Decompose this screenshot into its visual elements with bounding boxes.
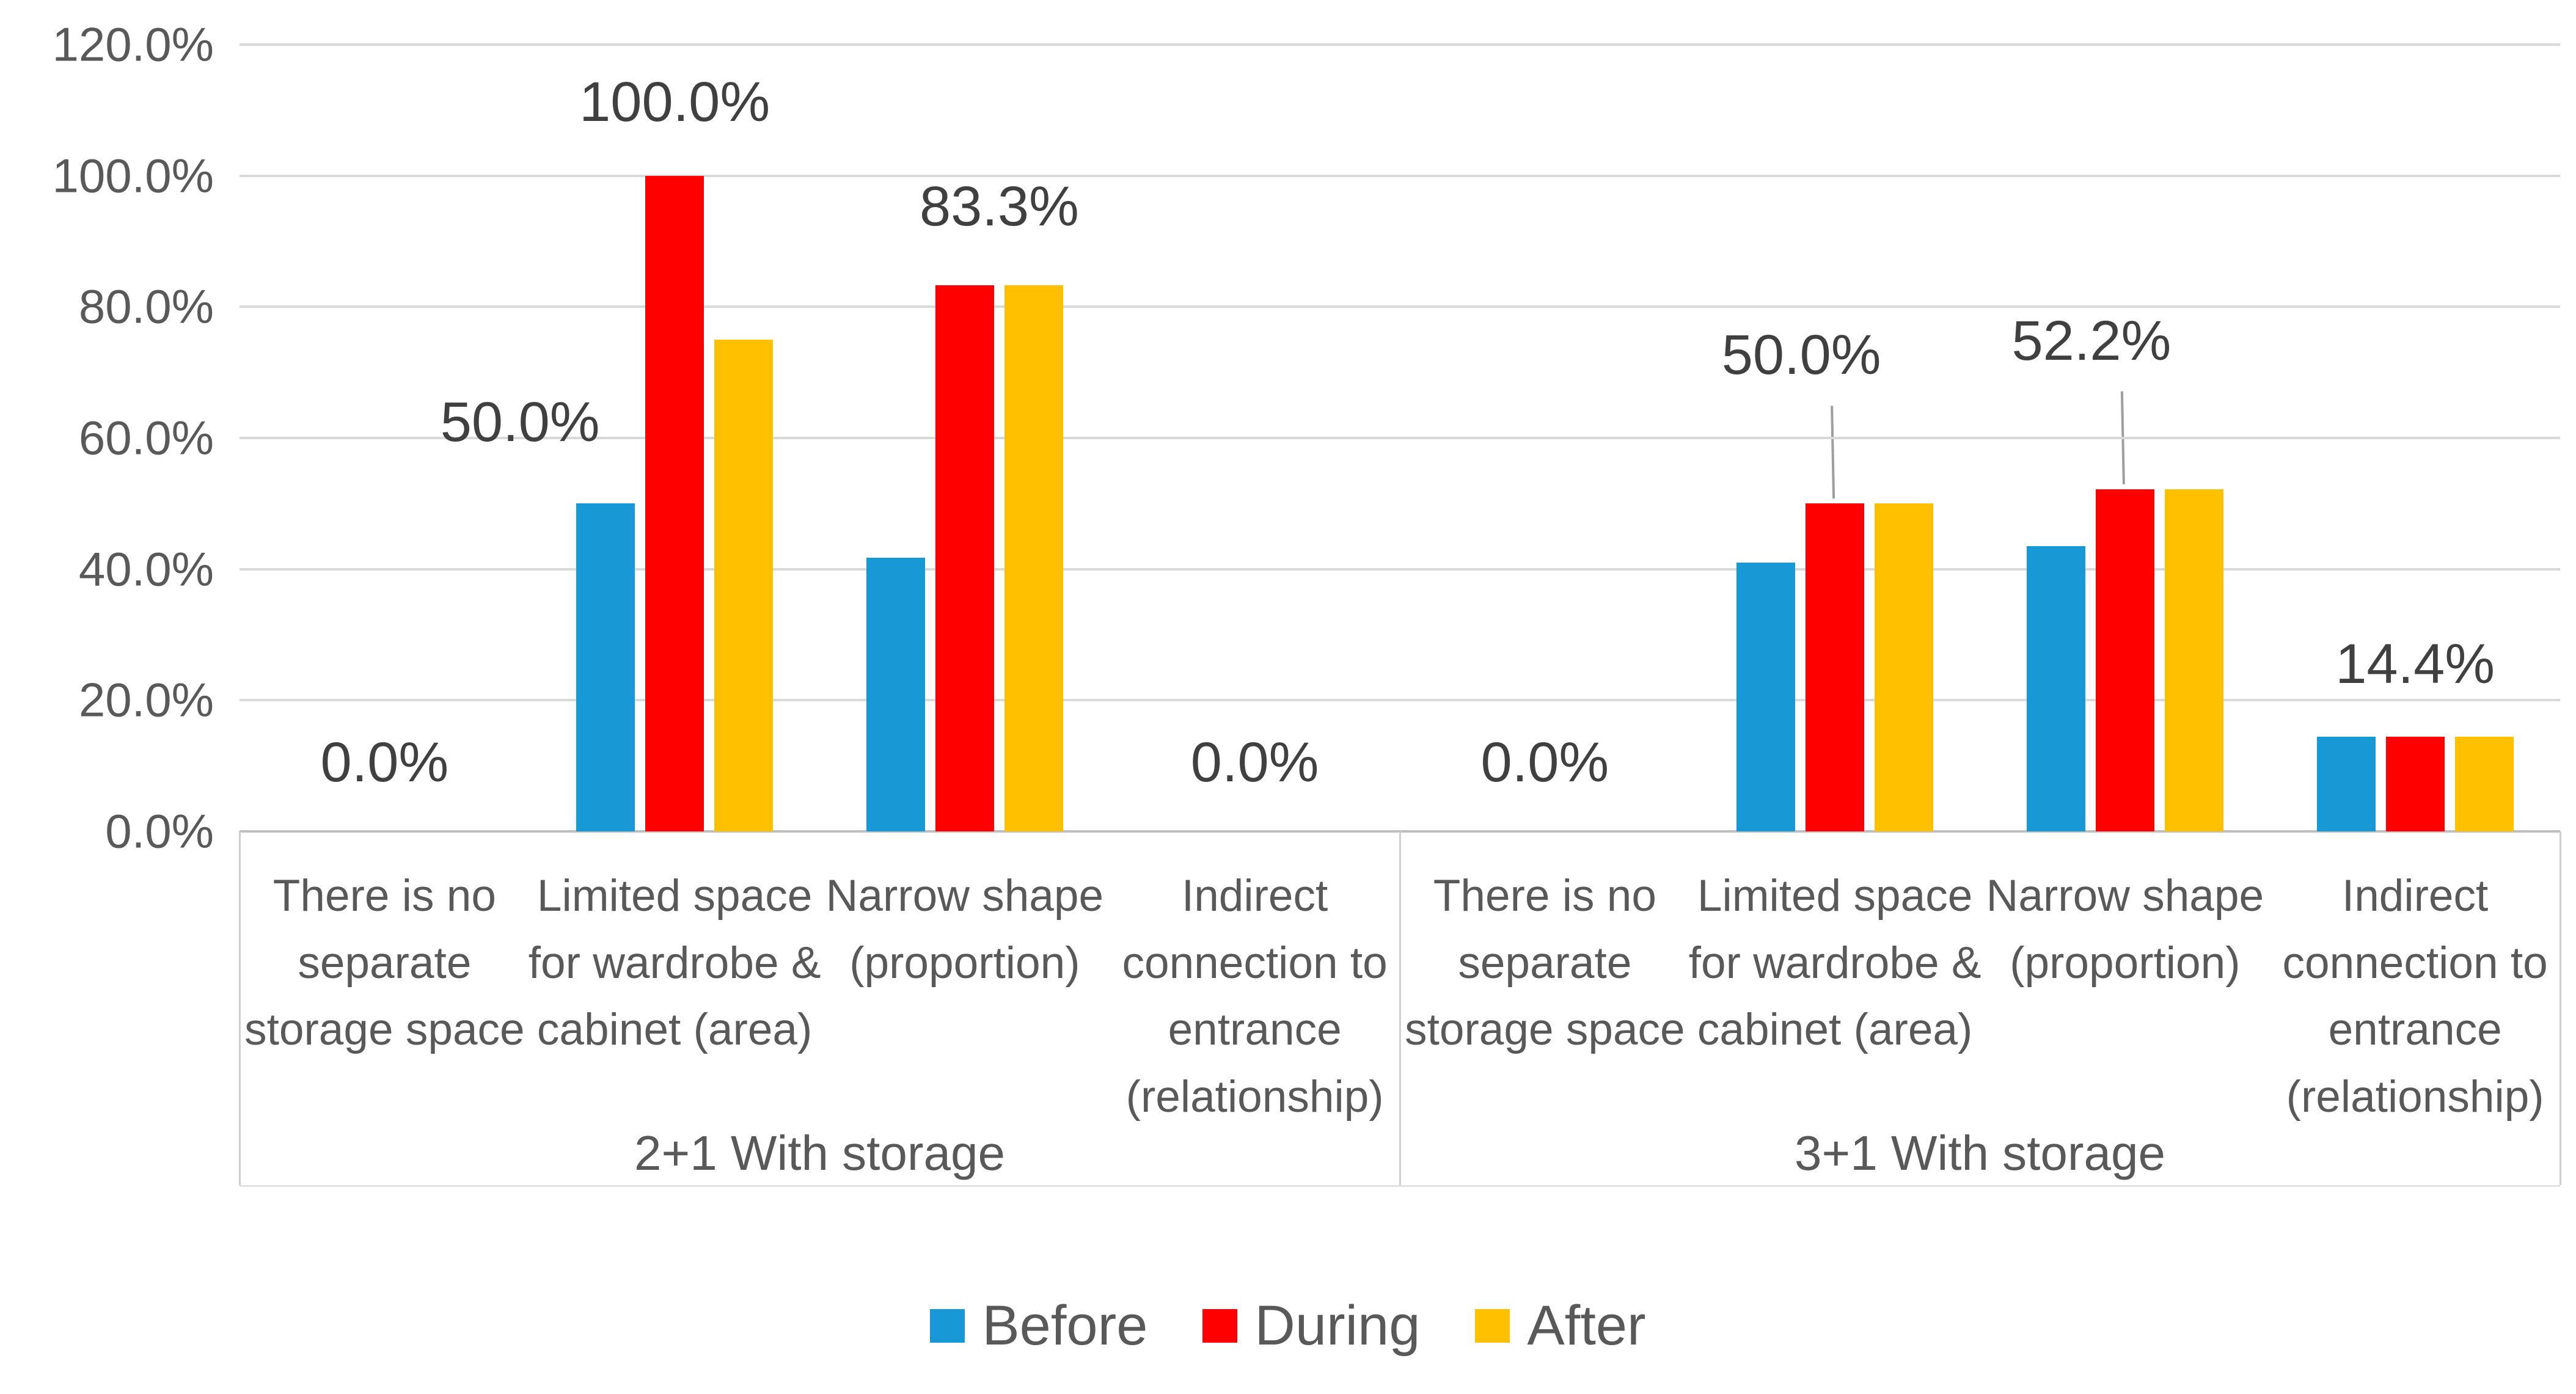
category-label: Indirect connection to entrance (relatio… <box>2282 871 2548 1122</box>
data-label: 14.4% <box>2335 633 2495 696</box>
gridline-20 <box>240 699 2560 702</box>
legend: Before During After <box>0 1294 2576 1358</box>
bar-after <box>1875 503 1934 831</box>
group-label: 2+1 With storage <box>634 1126 1005 1180</box>
legend-item-after: After <box>1475 1294 1646 1358</box>
gridline-120 <box>240 43 2560 46</box>
bar-before <box>1736 562 1796 831</box>
bar-before <box>2316 737 2376 831</box>
category-label: Narrow shape (proportion) <box>825 871 1104 988</box>
data-label: 0.0% <box>1190 731 1319 794</box>
data-label: 83.3% <box>919 175 1079 238</box>
bar-during <box>645 175 704 831</box>
gridline-40 <box>240 567 2560 571</box>
y-axis-tick-label: 20.0% <box>78 673 214 727</box>
bar-during <box>2385 737 2445 831</box>
bar-after <box>1004 285 1063 831</box>
category-label: There is no separate storage space <box>1405 871 1685 1054</box>
group-separator <box>239 831 241 1185</box>
category-label: Indirect connection to entrance (relatio… <box>1122 871 1388 1122</box>
y-axis-tick-label: 0.0% <box>105 804 214 858</box>
legend-label: After <box>1527 1294 1646 1357</box>
category-label: Limited space for wardrobe & cabinet (ar… <box>1688 871 1981 1054</box>
legend-swatch-after <box>1475 1309 1510 1343</box>
bar-before <box>866 558 925 831</box>
y-axis-tick-label: 80.0% <box>78 279 214 334</box>
legend-swatch-before <box>930 1309 965 1343</box>
legend-item-during: During <box>1202 1294 1420 1358</box>
gridline-60 <box>240 436 2560 439</box>
legend-label: During <box>1254 1294 1421 1357</box>
data-label: 0.0% <box>1480 731 1609 794</box>
y-axis-tick-label: 100.0% <box>52 148 214 202</box>
gridline-100 <box>240 174 2560 177</box>
y-axis-tick-label: 40.0% <box>78 542 214 596</box>
data-label: 0.0% <box>320 731 449 794</box>
y-axis-tick-label: 120.0% <box>52 17 214 71</box>
legend-label: Before <box>982 1294 1148 1357</box>
data-label: 52.2% <box>2011 309 2172 372</box>
y-axis-tick-label: 60.0% <box>78 411 214 465</box>
data-label: 50.0% <box>440 391 600 454</box>
axis-labels-bottom-border <box>240 1185 2560 1187</box>
gridline-80 <box>240 305 2560 308</box>
group-label: 3+1 With storage <box>1795 1126 2165 1180</box>
legend-swatch-during <box>1202 1309 1238 1343</box>
category-label: Limited space for wardrobe & cabinet (ar… <box>528 871 821 1054</box>
bar-during <box>935 285 994 831</box>
group-separator <box>2560 831 2561 1185</box>
data-label-leader-line <box>1831 406 1835 499</box>
group-separator <box>1399 831 1401 1185</box>
bar-during <box>2095 489 2154 831</box>
bar-after <box>2164 489 2223 831</box>
data-label: 100.0% <box>579 70 770 133</box>
bar-during <box>1806 503 1865 831</box>
bar-after <box>2454 737 2514 831</box>
legend-item-before: Before <box>930 1294 1147 1358</box>
category-label: There is no separate storage space <box>244 871 525 1054</box>
bar-before <box>2026 546 2085 831</box>
bar-before <box>576 503 635 831</box>
bar-after <box>714 339 774 831</box>
data-label: 50.0% <box>1721 324 1881 387</box>
category-label: Narrow shape (proportion) <box>1986 871 2264 988</box>
